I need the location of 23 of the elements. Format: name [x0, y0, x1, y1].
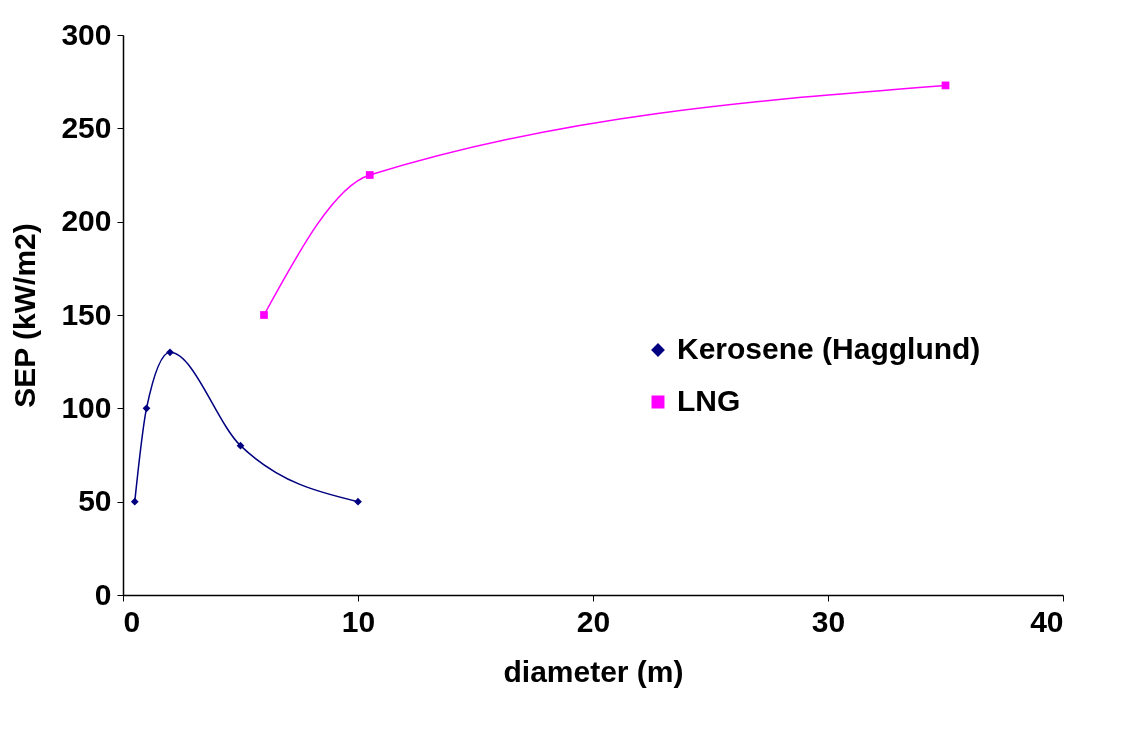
point [142, 404, 151, 413]
point [260, 311, 268, 319]
legend-label: LNG [677, 384, 741, 417]
y-tick-label: 300 [61, 17, 112, 51]
x-tick-label: 30 [811, 604, 846, 638]
point [166, 348, 174, 357]
x-tick-label: 10 [341, 604, 376, 638]
y-tick-label: 50 [78, 484, 112, 518]
point [354, 497, 362, 506]
legend-label: Kerosene (Hagglund) [677, 332, 981, 365]
y-tick-label: 200 [61, 204, 112, 238]
x-tick-label: 0 [123, 604, 141, 638]
point [130, 497, 139, 506]
x-axis-title: diameter (m) [503, 654, 684, 688]
y-axis-title: SEP (kW/m2) [8, 223, 42, 408]
y-tick-label: 150 [61, 297, 112, 331]
point [236, 441, 245, 450]
x-tick-label: 40 [1030, 604, 1064, 638]
y-tick-label: 250 [61, 110, 112, 144]
point [365, 171, 374, 179]
x-tick-label: 20 [576, 604, 611, 638]
y-tick-label: 100 [61, 390, 112, 424]
y-tick-label: 0 [94, 577, 112, 611]
